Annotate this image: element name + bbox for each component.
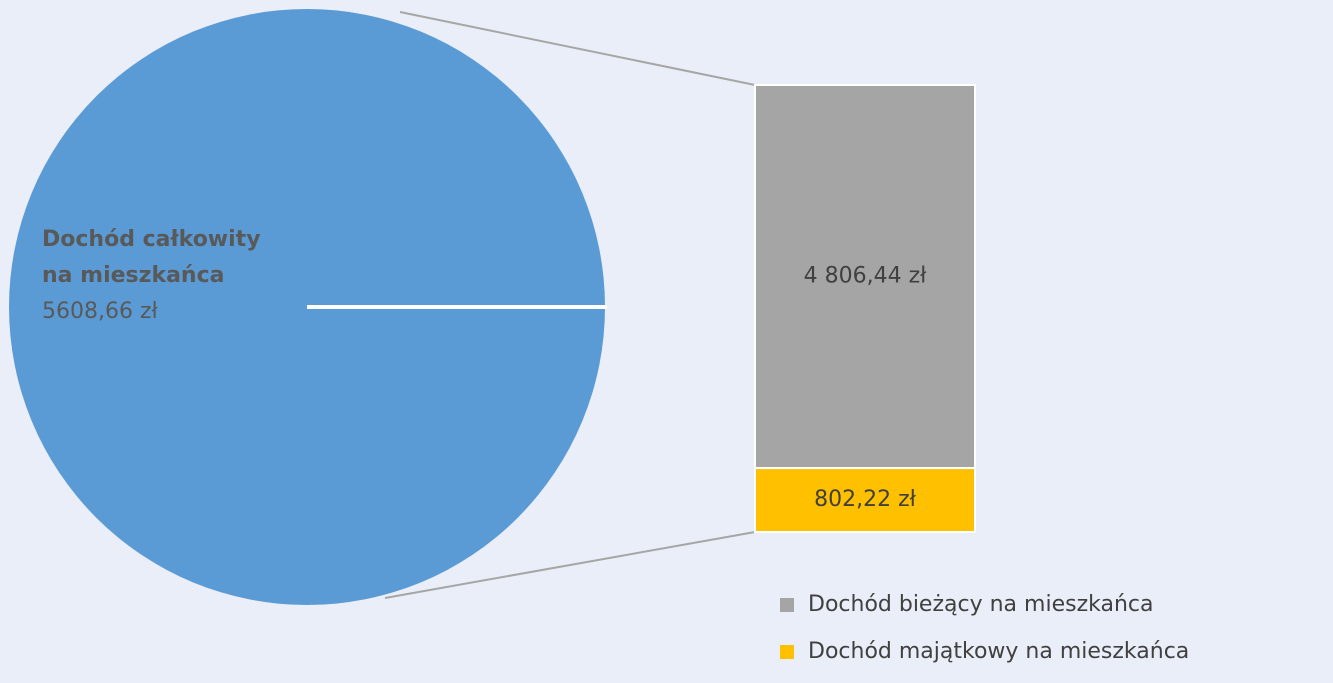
legend-swatch bbox=[780, 598, 794, 612]
bar-segment bbox=[754, 467, 976, 533]
legend-label: Dochód majątkowy na mieszkańca bbox=[808, 639, 1189, 664]
bar-segment bbox=[754, 84, 976, 470]
legend-label: Dochód bieżący na mieszkańca bbox=[808, 592, 1153, 617]
connector-line bbox=[399, 11, 756, 86]
pie-category-label: Dochód całkowity na mieszkańca bbox=[42, 227, 261, 288]
bar-value-label: 4 806,44 zł bbox=[804, 264, 928, 289]
legend-swatch bbox=[780, 645, 794, 659]
bar-value-label: 802,22 zł bbox=[814, 487, 917, 512]
pie-value-label: 5608,66 zł bbox=[42, 299, 158, 324]
pie-label: Dochód całkowity na mieszkańca 5608,66 z… bbox=[42, 222, 272, 330]
connector-line bbox=[384, 531, 756, 599]
